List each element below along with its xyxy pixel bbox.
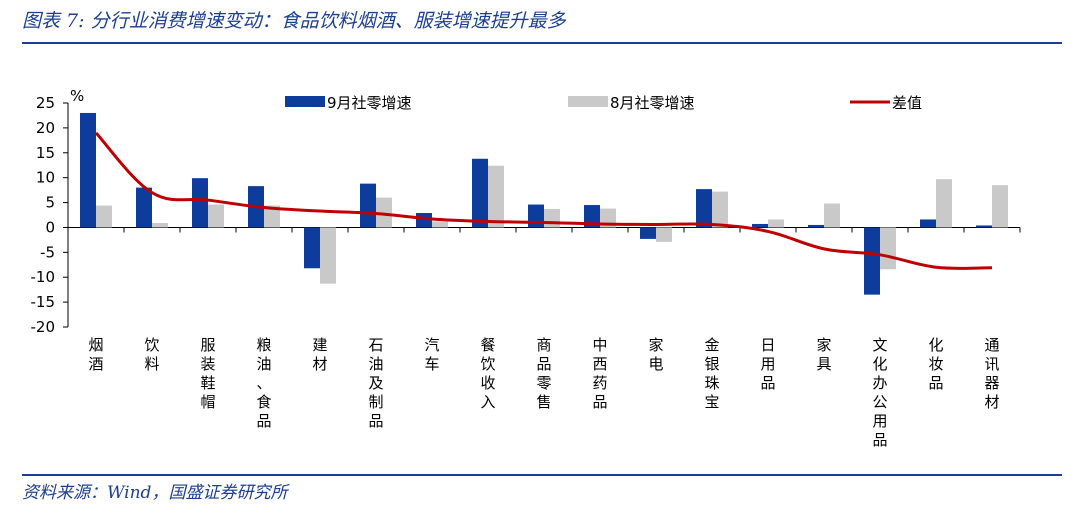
category-label: 烟酒 <box>88 336 103 373</box>
bar-sep <box>976 225 992 228</box>
bar-sep <box>696 189 712 228</box>
y-tick-label: 15 <box>36 144 55 162</box>
legend-label: 9月社零增速 <box>327 94 412 112</box>
category-label: 石油及制品 <box>368 336 383 430</box>
figure-title: 图表 7: 分行业消费增速变动：食品饮料烟酒、服装增速提升最多 <box>22 10 566 32</box>
bar-aug <box>936 179 952 228</box>
bar-aug <box>880 227 896 270</box>
category-label: 汽车 <box>424 336 439 373</box>
bar-sep <box>472 158 488 228</box>
category-label: 化妆品 <box>928 336 943 392</box>
category-label: 日用品 <box>760 336 775 392</box>
source-note: 资料来源：Wind，国盛证券研究所 <box>22 483 288 503</box>
bar-sep <box>584 205 600 228</box>
bar-aug <box>768 219 784 228</box>
bar-sep <box>192 178 208 228</box>
category-label: 商品零售 <box>536 336 551 411</box>
category-label: 餐饮收入 <box>480 336 495 411</box>
diff-line <box>94 131 993 270</box>
category-label: 饮料 <box>144 336 159 373</box>
bar-aug <box>544 209 560 228</box>
category-label: 通讯器材 <box>984 336 999 411</box>
bar-sep <box>360 183 376 228</box>
category-label: 文化办公用品 <box>872 336 887 449</box>
bar-aug <box>656 227 672 242</box>
legend-label: 差值 <box>892 94 922 112</box>
bar-aug <box>376 197 392 228</box>
y-tick-label: -15 <box>31 293 56 311</box>
bar-aug <box>992 185 1008 228</box>
bar-sep <box>304 227 320 269</box>
bar-aug <box>824 203 840 228</box>
y-tick-label: 0 <box>45 218 55 236</box>
bar-sep <box>864 227 880 295</box>
y-tick-label: -20 <box>31 318 56 336</box>
category-label: 中西药品 <box>592 336 607 411</box>
bar-sep <box>640 227 656 239</box>
legend-swatch <box>285 96 325 107</box>
y-tick-label: 5 <box>45 194 55 212</box>
bar-sep <box>752 223 768 228</box>
category-label: 建材 <box>312 336 327 373</box>
bar-sep <box>136 187 152 228</box>
bar-sep <box>528 204 544 228</box>
bar-aug <box>264 205 280 228</box>
y-tick-label: -10 <box>31 268 56 286</box>
source-rule <box>22 474 1062 476</box>
bar-aug <box>488 165 504 228</box>
category-label: 服装鞋帽 <box>200 336 215 411</box>
bar-aug <box>152 222 168 228</box>
bar-aug <box>432 221 448 228</box>
legend-swatch <box>568 96 608 107</box>
y-tick-label: 25 <box>36 94 55 112</box>
category-label: 金银珠宝 <box>704 336 719 411</box>
y-tick-label: 10 <box>36 169 55 187</box>
category-label: 家电 <box>648 336 663 373</box>
chart: 25 20 15 10 5 0 -5 -10 -15 -20% 烟酒 饮料 服装鞋帽 粮油、食品 建材 石油及… <box>31 87 1021 449</box>
y-unit-label: % <box>70 87 84 105</box>
bar-sep <box>920 219 936 228</box>
category-label: 粮油、食品 <box>256 336 271 430</box>
bar-aug <box>712 191 728 228</box>
bar-aug <box>208 204 224 228</box>
y-tick-label: 20 <box>36 119 55 137</box>
bar-sep <box>808 224 824 228</box>
legend-label: 8月社零增速 <box>610 94 695 112</box>
y-tick-label: -5 <box>40 243 55 261</box>
title-rule <box>22 42 1062 44</box>
bar-sep <box>80 112 96 228</box>
category-label: 家具 <box>816 336 831 373</box>
bar-aug <box>320 227 336 284</box>
bar-aug <box>96 205 112 228</box>
